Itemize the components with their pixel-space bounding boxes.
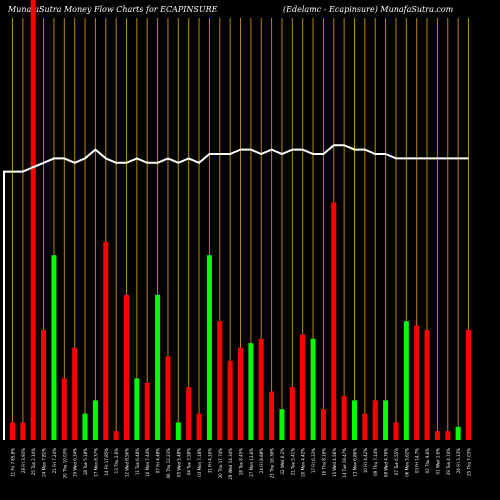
- x-tick-label: 14 Tue 19.47%: [342, 448, 347, 478]
- x-tick-label: 07 Fri 4.48%: [156, 448, 161, 473]
- money-flow-bar: [30, 0, 36, 440]
- x-tick-label: 03 Mon 7.18%: [197, 448, 202, 477]
- x-tick-label: 07 Tue 6.55%: [394, 448, 399, 475]
- price-line: [3, 144, 469, 440]
- money-flow-bar: [92, 400, 98, 440]
- money-flow-bar: [144, 382, 150, 440]
- x-tick-label: 23 Thu 16.36%: [270, 448, 275, 479]
- x-tick-label: 26 Fri 3.13%: [456, 448, 461, 473]
- x-tick-label: 24 Fri 8.88%: [259, 448, 264, 473]
- money-flow-bar: [434, 431, 440, 440]
- x-tick-label: 13 Mon 6.86%: [353, 448, 358, 477]
- x-tick-label: 31 Fri 4.16%: [207, 448, 212, 473]
- money-flow-bar: [155, 294, 161, 440]
- money-flow-bar: [61, 378, 67, 440]
- x-tick-label: 15 Wed 4.56%: [332, 448, 337, 477]
- x-tick-label: 09 Thu 7.14%: [373, 448, 378, 476]
- x-tick-label: 30 Thu 17.74%: [218, 448, 223, 479]
- money-flow-bar: [72, 347, 78, 440]
- money-flow-bar: [424, 330, 430, 440]
- x-tick-label: 12 Wed 8.56%: [125, 448, 130, 477]
- money-flow-bar: [82, 413, 88, 440]
- x-tick-label: 11 Tue 6.48%: [135, 448, 140, 475]
- money-flow-bar: [372, 400, 378, 440]
- money-flow-bar: [238, 347, 243, 440]
- money-flow-bar: [103, 242, 109, 440]
- money-flow-bar: [352, 400, 357, 440]
- x-tick-label: 24 Mon 7.81%: [42, 448, 47, 477]
- x-tick-label: 17 Mon 8.37%: [93, 448, 98, 477]
- money-flow-bar: [175, 422, 181, 440]
- x-tick-label: 11 Fri 7 85.8%: [11, 448, 16, 477]
- x-tick-label: 13 Thu 2.6%: [114, 448, 119, 474]
- chart-subtitle: (Edelamc - Ecapinsure) MunafaSutra.com: [283, 5, 454, 14]
- money-flow-bar: [289, 387, 295, 440]
- money-flow-bar: [51, 255, 57, 440]
- x-tick-label: 06 Thu 12.23%: [166, 448, 171, 479]
- x-tick-label: 10 Fri 4.42%: [363, 448, 368, 473]
- x-tick-label: 20 Thu 10.03%: [62, 448, 67, 479]
- x-tick-label: 28 Tue 8.45%: [239, 448, 244, 475]
- money-flow-bar: [331, 202, 337, 440]
- x-tick-label: 08 Wed 4.76%: [384, 448, 389, 477]
- money-flow-bar: [113, 431, 119, 440]
- x-tick-label: 05 Wed 5.48%: [176, 448, 181, 477]
- money-flow-bar: [300, 334, 306, 440]
- money-flow-bar: [320, 409, 326, 440]
- x-tick-label: 04 Tue 3.58%: [187, 448, 192, 475]
- money-flow-bar: [217, 321, 223, 440]
- x-tick-label: 01 Wed 2.6%: [435, 448, 440, 475]
- x-tick-label: 16 Thu 8.16%: [321, 448, 326, 476]
- money-flow-bar: [165, 356, 171, 440]
- money-flow-bar: [362, 413, 368, 440]
- money-flow-bar: [455, 426, 461, 440]
- money-flow-bar: [196, 413, 202, 440]
- money-flow-bar: [269, 391, 275, 440]
- chart-title: MunafaSutra Money Flow Charts for ECAPIN…: [8, 5, 218, 14]
- x-tick-label: 14 Fri 17.85%: [104, 448, 109, 476]
- x-tick-label: 25 Tue 2.14%: [31, 448, 36, 475]
- money-flow-bar: [403, 321, 409, 440]
- money-flow-bar: [134, 378, 140, 440]
- x-tick-label: 22 Wed 6.2%: [280, 448, 285, 475]
- x-tick-label: 29 Wed 14.34%: [228, 448, 233, 480]
- money-flow-bar: [383, 400, 389, 440]
- x-tick-label: 18 Tue 5.18%: [83, 448, 88, 475]
- x-tick-label: 02 Thu 9.6%: [425, 448, 430, 474]
- x-tick-label: 19 Wed 6.34%: [73, 448, 78, 477]
- x-tick-label: 10 Mon 7.44%: [145, 448, 150, 477]
- x-tick-label: 06 Mon 3.62%: [404, 448, 409, 477]
- x-tick-label: 27 Mon 13.6%: [249, 448, 254, 477]
- money-flow-bar: [186, 387, 192, 440]
- money-flow-bar: [393, 422, 399, 440]
- money-flow-bar: [466, 330, 471, 440]
- x-tick-label: 03 Fri 14.7%: [415, 448, 420, 473]
- x-tick-label: 17 Fri 6.33%: [311, 448, 316, 473]
- money-flow-bar: [10, 422, 15, 440]
- x-tick-label: 20 Mon 4.42%: [301, 448, 306, 477]
- money-flow-bar: [310, 338, 316, 440]
- money-flow-bar: [206, 255, 212, 440]
- x-tick-label: 21 Fri 7.24%: [52, 448, 57, 473]
- money-flow-bar: [41, 330, 47, 440]
- money-flow-bar: [279, 409, 285, 440]
- money-flow-bar: [20, 422, 26, 440]
- money-flow-bar: [258, 338, 264, 440]
- money-flow-bar: [445, 431, 451, 440]
- x-tick-label: 28 Fri 3.93%: [21, 448, 26, 473]
- money-flow-bar: [248, 343, 254, 440]
- money-flow-bar: [414, 325, 420, 440]
- money-flow-bar: [341, 396, 347, 440]
- money-flow-bar: [227, 360, 233, 440]
- money-flow-bar: [124, 294, 129, 440]
- x-tick-label: 29 Tue 4.74%: [446, 448, 451, 475]
- x-tick-label: 25 Thu 7.03%: [467, 448, 472, 476]
- x-tick-label: 21 Tue 5.41%: [290, 448, 295, 475]
